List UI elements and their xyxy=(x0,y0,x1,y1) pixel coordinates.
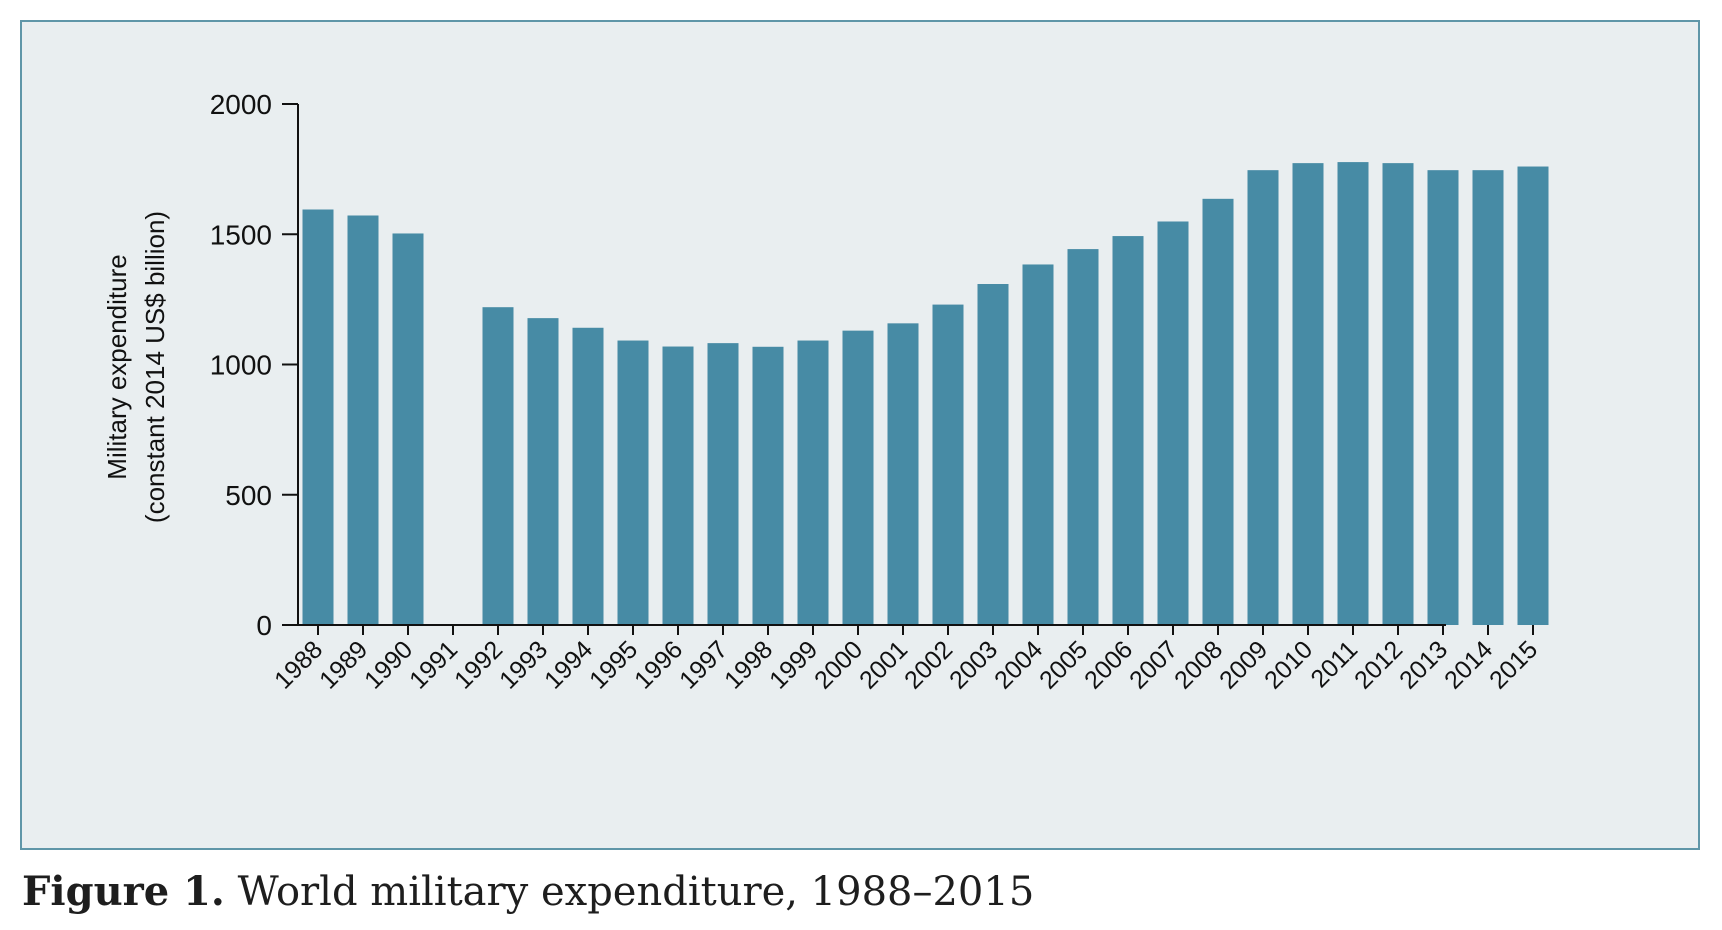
figure-caption: Figure 1. World military expenditure, 19… xyxy=(22,868,1034,915)
x-tick-label-2008: 2008 xyxy=(1169,635,1228,694)
x-tick-label-2000: 2000 xyxy=(809,635,868,694)
x-tick-label-2001: 2001 xyxy=(854,635,913,694)
x-tick-label-1998: 1998 xyxy=(719,635,778,694)
x-tick-label-1999: 1999 xyxy=(764,635,823,694)
bar-2007 xyxy=(1157,221,1189,625)
bar-1994 xyxy=(572,327,604,625)
y-axis-ticks: 0 500 1000 1500 2000 xyxy=(210,89,298,641)
bar-2004 xyxy=(1022,264,1054,625)
bar-2014 xyxy=(1472,170,1504,626)
x-tick-label-2005: 2005 xyxy=(1034,635,1093,694)
bar-2005 xyxy=(1067,249,1099,625)
x-tick-label-2015: 2015 xyxy=(1484,635,1543,694)
bar-1997 xyxy=(707,343,739,625)
bar-1989 xyxy=(347,215,379,625)
figure-number: Figure 1. xyxy=(22,868,225,915)
x-tick-label-1989: 1989 xyxy=(314,635,373,694)
y-tick-label-1500: 1500 xyxy=(210,219,272,250)
x-tick-label-1990: 1990 xyxy=(359,635,418,694)
y-tick-label-1000: 1000 xyxy=(210,350,272,381)
bar-2011 xyxy=(1337,162,1369,626)
bar-2008 xyxy=(1202,198,1234,625)
figure-title: World military expenditure, 1988–2015 xyxy=(237,869,1035,915)
y-tick-label-2000: 2000 xyxy=(210,89,272,120)
x-tick-label-2003: 2003 xyxy=(944,635,1003,694)
bar-2006 xyxy=(1112,236,1144,626)
bar-2012 xyxy=(1382,163,1414,626)
x-tick-label-1991: 1991 xyxy=(404,635,463,694)
x-tick-label-2009: 2009 xyxy=(1214,635,1273,694)
bar-2015 xyxy=(1517,166,1549,625)
x-tick-label-1993: 1993 xyxy=(494,635,553,694)
y-tick-label-0: 0 xyxy=(256,610,272,641)
x-tick-label-2010: 2010 xyxy=(1259,635,1318,694)
bar-2002 xyxy=(932,304,964,625)
y-tick-label-500: 500 xyxy=(225,480,272,511)
x-tick-label-2011: 2011 xyxy=(1305,635,1363,693)
x-tick-label-1997: 1997 xyxy=(674,635,733,694)
x-tick-label-1988: 1988 xyxy=(269,635,328,694)
x-tick-label-1996: 1996 xyxy=(629,635,688,694)
bar-2013 xyxy=(1427,170,1459,626)
bar-1995 xyxy=(617,340,649,625)
bar-1992 xyxy=(482,307,514,625)
bar-2000 xyxy=(842,330,874,625)
y-axis-label-line-1: Military expenditure xyxy=(102,254,132,479)
x-tick-label-2007: 2007 xyxy=(1124,635,1183,694)
x-tick-label-2006: 2006 xyxy=(1079,635,1138,694)
y-axis-label-line-2: (constant 2014 US$ billion) xyxy=(140,211,170,523)
chart-panel: 0 500 1000 1500 2000 1988 1989 1990 1991 1992 199… xyxy=(20,20,1700,850)
x-axis-ticks: 1988198919901991199219931994199519961997… xyxy=(269,625,1543,695)
bar-2009 xyxy=(1247,170,1279,626)
bar-2010 xyxy=(1292,163,1324,626)
bar-1996 xyxy=(662,346,694,625)
bar-1990 xyxy=(392,233,424,625)
x-tick-label-2013: 2013 xyxy=(1394,635,1453,694)
bar-1988 xyxy=(302,209,334,625)
x-tick-label-1994: 1994 xyxy=(539,635,598,694)
bar-1993 xyxy=(527,318,559,625)
x-tick-label-2012: 2012 xyxy=(1349,635,1408,694)
bars xyxy=(302,162,1549,626)
bar-1999 xyxy=(797,340,829,625)
x-tick-label-1992: 1992 xyxy=(449,635,508,694)
x-tick-label-2004: 2004 xyxy=(989,635,1048,694)
bar-1998 xyxy=(752,346,784,625)
bar-2003 xyxy=(977,284,1009,625)
x-tick-label-1995: 1995 xyxy=(584,635,643,694)
bar-2001 xyxy=(887,323,919,625)
x-tick-label-2014: 2014 xyxy=(1439,635,1498,694)
x-tick-label-2002: 2002 xyxy=(899,635,958,694)
